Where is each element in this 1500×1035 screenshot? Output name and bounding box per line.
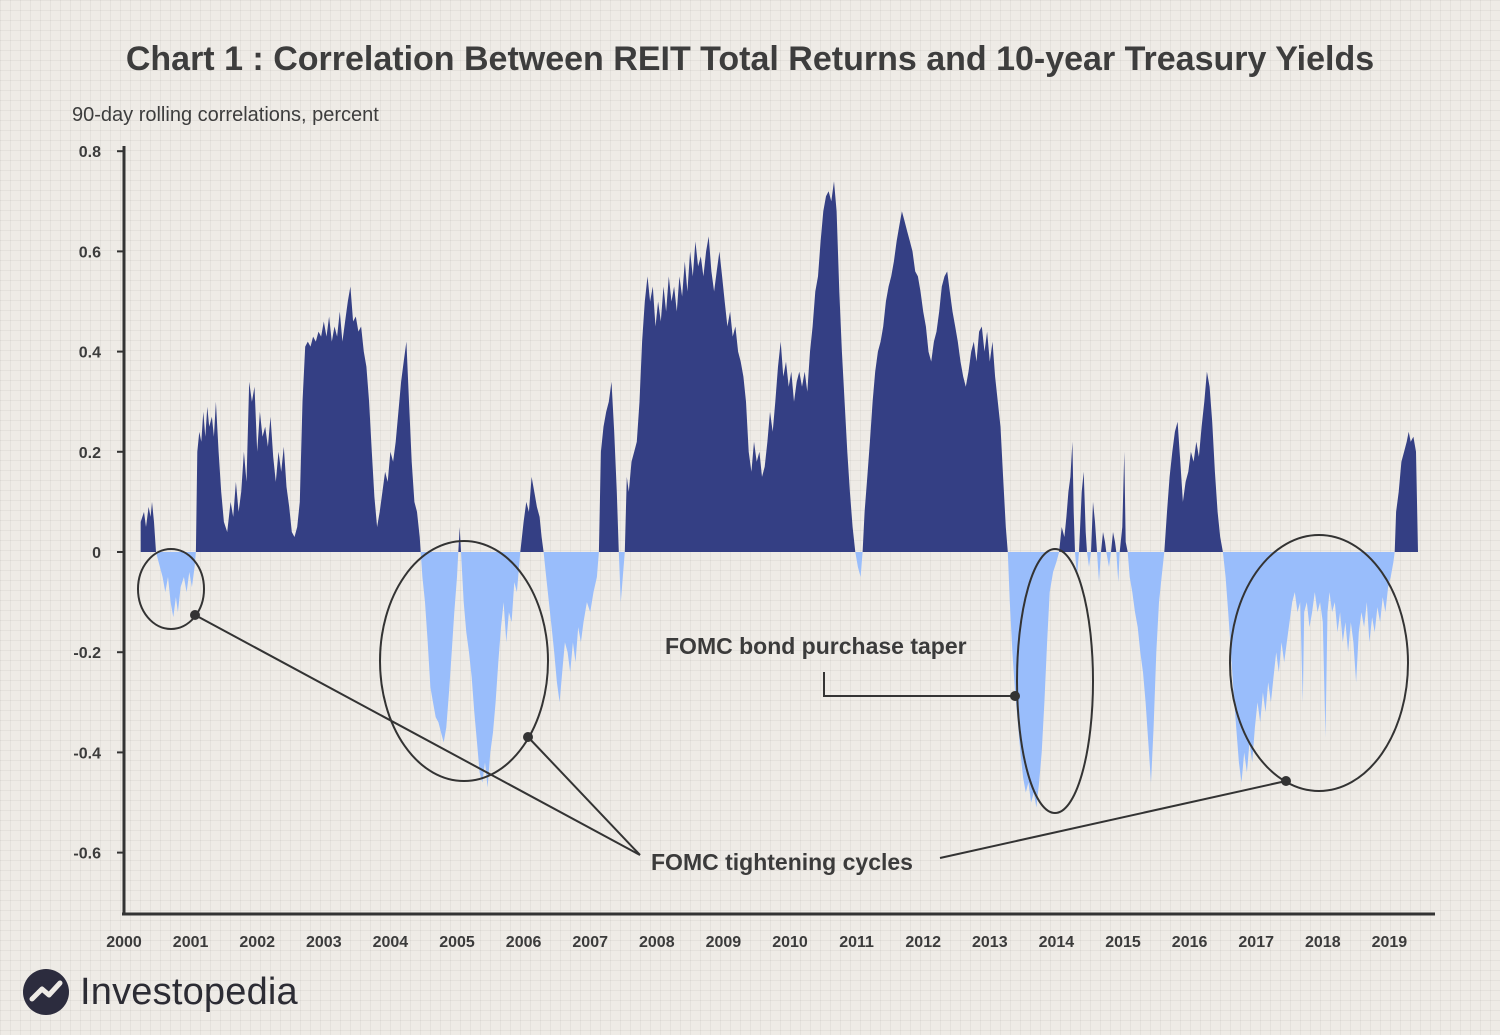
chart-title: Chart 1 : Correlation Between REIT Total… — [125, 40, 1375, 78]
x-tick-label: 2017 — [1238, 934, 1274, 951]
x-tick-label: 2012 — [905, 934, 941, 951]
x-tick-label: 2005 — [439, 934, 475, 951]
y-tick-label: 0.8 — [79, 144, 101, 161]
x-tick-label: 2007 — [572, 934, 608, 951]
y-ticks: 0.8 0.6 0.4 0.2 0 -0.2 -0.4 -0.6 — [73, 144, 124, 863]
x-tick-label: 2002 — [239, 934, 275, 951]
x-tick-label: 2013 — [972, 934, 1008, 951]
x-tick-label: 2001 — [173, 934, 209, 951]
annotation-dot — [190, 610, 200, 620]
y-tick-label: 0.6 — [79, 244, 101, 261]
y-tick-label: 0.4 — [79, 345, 101, 362]
x-tick-label: 2016 — [1172, 934, 1208, 951]
x-tick-label: 2000 — [106, 934, 142, 951]
x-tick-label: 2004 — [373, 934, 409, 951]
brand-name: Investopedia — [80, 970, 298, 1013]
tightening-ellipse-2000 — [137, 548, 205, 630]
leader-line-2017 — [939, 780, 1287, 859]
y-tick-label: -0.6 — [73, 846, 101, 863]
investopedia-logo-icon — [23, 969, 69, 1015]
annotation-dot — [1010, 691, 1020, 701]
leader-line-2005 — [527, 736, 641, 856]
leader-line-2000 — [194, 614, 641, 856]
y-tick-label: 0 — [92, 545, 101, 562]
x-tick-label: 2009 — [706, 934, 742, 951]
tightening-ellipse-2017 — [1229, 534, 1409, 792]
x-tick-label: 2008 — [639, 934, 675, 951]
annotation-tightening: FOMC tightening cycles — [651, 849, 913, 875]
y-tick-label: 0.2 — [79, 445, 101, 462]
taper-ellipse-2014 — [1016, 548, 1094, 814]
annotation-dot — [523, 732, 533, 742]
x-tick-label: 2018 — [1305, 934, 1341, 951]
x-tick-label: 2014 — [1039, 934, 1075, 951]
y-tick-label: -0.4 — [73, 745, 101, 762]
axes — [122, 146, 1435, 916]
annotations — [137, 534, 1409, 859]
x-tick-label: 2015 — [1105, 934, 1141, 951]
x-tick-label: 2019 — [1372, 934, 1408, 951]
tightening-ellipse-2005 — [379, 540, 549, 782]
positive-correlation-area — [140, 181, 1418, 552]
x-tick-label: 2010 — [772, 934, 808, 951]
leader-line-taper — [823, 672, 1015, 697]
brand: Investopedia — [22, 964, 298, 1020]
x-tick-label: 2011 — [839, 934, 874, 951]
annotation-dot — [1281, 776, 1291, 786]
y-axis-label: 90-day rolling correlations, percent — [72, 104, 379, 126]
x-tick-label: 2006 — [506, 934, 542, 951]
annotation-dots — [190, 610, 1291, 786]
x-ticks: 2000 2001 2002 2003 2004 2005 2006 2007 2008 2009… — [106, 934, 1407, 951]
x-tick-label: 2003 — [306, 934, 342, 951]
negative-correlation-area — [140, 552, 1418, 808]
annotation-taper: FOMC bond purchase taper — [665, 633, 967, 659]
y-tick-label: -0.2 — [73, 645, 101, 662]
